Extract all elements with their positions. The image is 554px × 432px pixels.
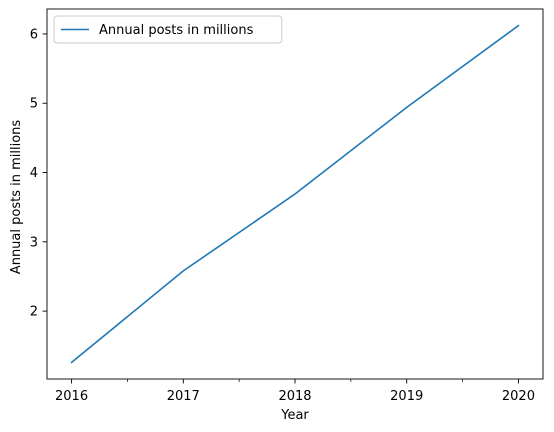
series-line-0 — [70, 24, 520, 364]
x-tick-label: 2016 — [55, 389, 88, 404]
y-tick-label: 5 — [30, 97, 38, 112]
legend: Annual posts in millions — [53, 15, 283, 44]
x-axis: 2016 2017 2018 2019 2020 — [55, 379, 535, 404]
x-tick-label: 2018 — [278, 389, 311, 404]
y-axis-title: Annual posts in millions — [9, 120, 24, 275]
y-axis: 2 3 4 5 6 — [30, 27, 47, 320]
plot-area — [46, 8, 544, 380]
x-tick-label: 2020 — [502, 389, 535, 404]
y-tick-label: 6 — [30, 27, 38, 42]
x-axis-title: Year — [280, 408, 309, 423]
x-tick-label: 2017 — [167, 389, 200, 404]
legend-label: Annual posts in millions — [99, 23, 254, 38]
y-tick-label: 3 — [30, 235, 38, 250]
legend-box — [53, 15, 283, 44]
x-tick-label: 2019 — [390, 389, 423, 404]
y-tick-label: 4 — [30, 166, 38, 181]
y-tick-label: 2 — [30, 305, 38, 320]
